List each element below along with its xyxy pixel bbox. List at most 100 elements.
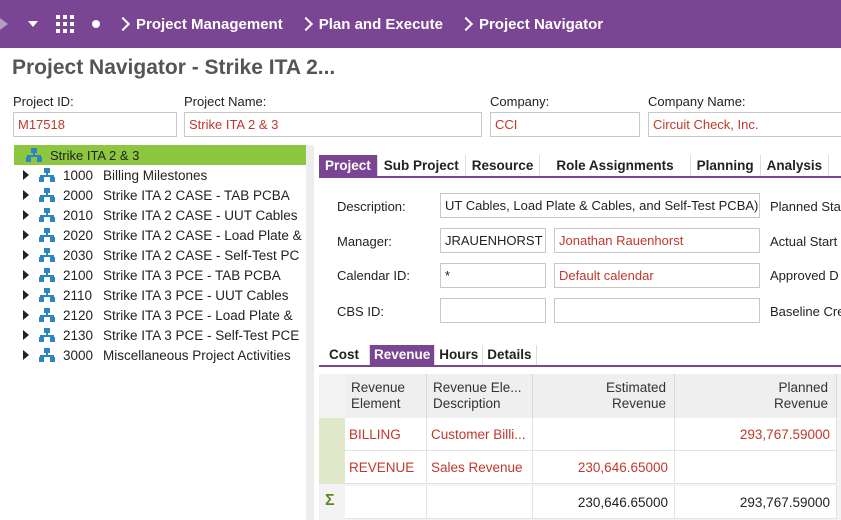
breadcrumb-plan-and-execute[interactable]: Plan and Execute xyxy=(283,16,443,33)
cell-revenue-description[interactable]: Customer Billi... xyxy=(427,418,533,451)
cbs-id-field[interactable] xyxy=(440,298,546,323)
tree-item-code[interactable]: 2110 xyxy=(63,287,93,303)
tab-project[interactable]: Project xyxy=(319,155,378,176)
expand-arrow-icon[interactable] xyxy=(23,230,29,240)
tree-item-name[interactable]: Strike ITA 2 CASE - Self-Test PC xyxy=(103,247,300,263)
tree-item-code[interactable]: 2030 xyxy=(63,247,94,263)
tree-item-code[interactable]: 2010 xyxy=(63,207,94,223)
cell-estimated-revenue[interactable] xyxy=(533,418,675,451)
column-header-estimated-revenue[interactable]: Estimated Revenue xyxy=(533,374,675,418)
expand-arrow-icon[interactable] xyxy=(23,250,29,260)
breadcrumb-project-management[interactable]: Project Management xyxy=(100,16,283,33)
tree-item-name[interactable]: Billing Milestones xyxy=(103,167,208,183)
hierarchy-icon xyxy=(39,188,55,202)
cell-revenue-description[interactable]: Sales Revenue xyxy=(427,451,533,484)
sub-tabs: Cost Revenue Hours Details xyxy=(319,345,841,367)
tree-item-code[interactable]: 2000 xyxy=(63,187,94,203)
baseline-created-label: Baseline Cre xyxy=(770,304,841,319)
subtab-details[interactable]: Details xyxy=(483,345,537,365)
company-field[interactable]: CCI xyxy=(490,112,640,137)
tree-item-code[interactable]: 2100 xyxy=(63,267,94,283)
chevron-down-icon[interactable] xyxy=(28,21,38,27)
tree-item-code[interactable]: 2020 xyxy=(63,227,94,243)
calendar-name-field[interactable]: Default calendar xyxy=(554,263,760,288)
tree-item-name[interactable]: Strike ITA 3 PCE - Self-Test PCE xyxy=(103,327,300,343)
tree-item[interactable]: 1000 Billing Milestones xyxy=(14,165,306,185)
panel-splitter[interactable] xyxy=(306,145,314,520)
project-id-field[interactable]: M17518 xyxy=(13,112,177,137)
tree-root-item[interactable]: Strike ITA 2 & 3 xyxy=(14,145,306,165)
tree-item[interactable]: 2000 Strike ITA 2 CASE - TAB PCBA xyxy=(14,185,306,205)
cell-revenue-element[interactable]: BILLING xyxy=(345,418,427,451)
total-planned-revenue: 293,767.59000 xyxy=(675,486,837,519)
column-header-planned-revenue[interactable]: Planned Revenue xyxy=(675,374,837,418)
subtab-revenue[interactable]: Revenue xyxy=(370,345,436,365)
expand-arrow-icon[interactable] xyxy=(23,270,29,280)
description-field[interactable]: UT Cables, Load Plate & Cables, and Self… xyxy=(440,193,760,218)
tree-item-name[interactable]: Strike ITA 3 PCE - UUT Cables xyxy=(103,287,289,303)
tree-root-label[interactable]: Strike ITA 2 & 3 xyxy=(50,147,140,163)
manager-name-field[interactable]: Jonathan Rauenhorst xyxy=(554,228,760,253)
header-line: Revenue xyxy=(611,396,666,411)
tree-item[interactable]: 2120 Strike ITA 3 PCE - Load Plate & xyxy=(14,305,306,325)
expand-arrow-icon[interactable] xyxy=(23,330,29,340)
tree-item-name[interactable]: Strike ITA 2 CASE - TAB PCBA xyxy=(103,187,290,203)
cbs-name-field[interactable] xyxy=(554,298,760,323)
tree-item-name[interactable]: Miscellaneous Project Activities xyxy=(103,347,291,363)
tab-sub-project[interactable]: Sub Project xyxy=(378,155,466,176)
expand-arrow-icon[interactable] xyxy=(23,310,29,320)
tree-item[interactable]: 2010 Strike ITA 2 CASE - UUT Cables xyxy=(14,205,306,225)
tree-item-name[interactable]: Strike ITA 3 PCE - TAB PCBA xyxy=(103,267,281,283)
cell-estimated-revenue[interactable]: 230,646.65000 xyxy=(533,451,675,484)
expand-arrow-icon[interactable] xyxy=(23,170,29,180)
header-line: Revenue xyxy=(351,380,406,395)
row-selector[interactable] xyxy=(319,418,345,451)
column-header-revenue-element[interactable]: Revenue Element xyxy=(345,374,427,418)
cell-revenue-element[interactable]: REVENUE xyxy=(345,451,427,484)
tree-item[interactable]: 3000 Miscellaneous Project Activities xyxy=(14,345,306,365)
expand-arrow-icon[interactable] xyxy=(23,190,29,200)
tab-resource[interactable]: Resource xyxy=(466,155,541,176)
header-line: Estimated xyxy=(605,380,666,395)
tree-item[interactable]: 2020 Strike ITA 2 CASE - Load Plate & xyxy=(14,225,306,245)
tree-item-name[interactable]: Strike ITA 2 CASE - Load Plate & xyxy=(103,227,302,243)
breadcrumb-label[interactable]: Project Management xyxy=(136,15,283,33)
row-selector[interactable] xyxy=(319,451,345,484)
tree-item[interactable]: 2100 Strike ITA 3 PCE - TAB PCBA xyxy=(14,265,306,285)
expand-arrow-icon[interactable] xyxy=(23,290,29,300)
hierarchy-icon xyxy=(39,308,55,322)
column-header-revenue-element-description[interactable]: Revenue Ele... Description xyxy=(427,374,533,418)
tree-item-code[interactable]: 3000 xyxy=(63,347,94,363)
tree-item[interactable]: 2130 Strike ITA 3 PCE - Self-Test PCE xyxy=(14,325,306,345)
subtab-hours[interactable]: Hours xyxy=(435,345,484,365)
tree-item-code[interactable]: 2130 xyxy=(63,327,94,343)
cell-planned-revenue[interactable]: 293,767.59000 xyxy=(675,418,837,451)
cell-planned-revenue[interactable] xyxy=(675,451,837,484)
tree-item-code[interactable]: 1000 xyxy=(63,167,94,183)
nav-toggle-icon[interactable] xyxy=(0,18,8,30)
subtab-cost[interactable]: Cost xyxy=(319,345,370,365)
calendar-id-field[interactable]: * xyxy=(440,263,546,288)
expand-arrow-icon[interactable] xyxy=(23,350,29,360)
manager-label: Manager: xyxy=(337,234,392,249)
home-dot-icon[interactable] xyxy=(92,20,100,28)
project-name-field[interactable]: Strike ITA 2 & 3 xyxy=(184,112,482,137)
tree-item[interactable]: 2030 Strike ITA 2 CASE - Self-Test PC xyxy=(14,245,306,265)
tree-item-code[interactable]: 2120 xyxy=(63,307,94,323)
revenue-grid: Revenue Element Revenue Ele... Description… xyxy=(319,374,841,520)
breadcrumb-label[interactable]: Plan and Execute xyxy=(318,15,443,33)
approved-date-label: Approved D xyxy=(770,268,839,283)
tab-analysis[interactable]: Analysis xyxy=(761,155,830,176)
company-name-field[interactable]: Circuit Check, Inc. xyxy=(648,112,841,137)
breadcrumb-label[interactable]: Project Navigator xyxy=(478,15,604,33)
app-launcher-icon[interactable] xyxy=(56,15,74,33)
tree-item-name[interactable]: Strike ITA 2 CASE - UUT Cables xyxy=(103,207,298,223)
expand-arrow-icon[interactable] xyxy=(23,210,29,220)
total-estimated-revenue: 230,646.65000 xyxy=(533,486,675,519)
manager-id-field[interactable]: JRAUENHORST xyxy=(440,228,546,253)
tree-item[interactable]: 2110 Strike ITA 3 PCE - UUT Cables xyxy=(14,285,306,305)
tree-item-name[interactable]: Strike ITA 3 PCE - Load Plate & xyxy=(103,307,293,323)
tab-role-assignments[interactable]: Role Assignments xyxy=(540,155,691,176)
breadcrumb-project-navigator[interactable]: Project Navigator xyxy=(443,16,603,33)
tab-planning[interactable]: Planning xyxy=(691,155,761,176)
